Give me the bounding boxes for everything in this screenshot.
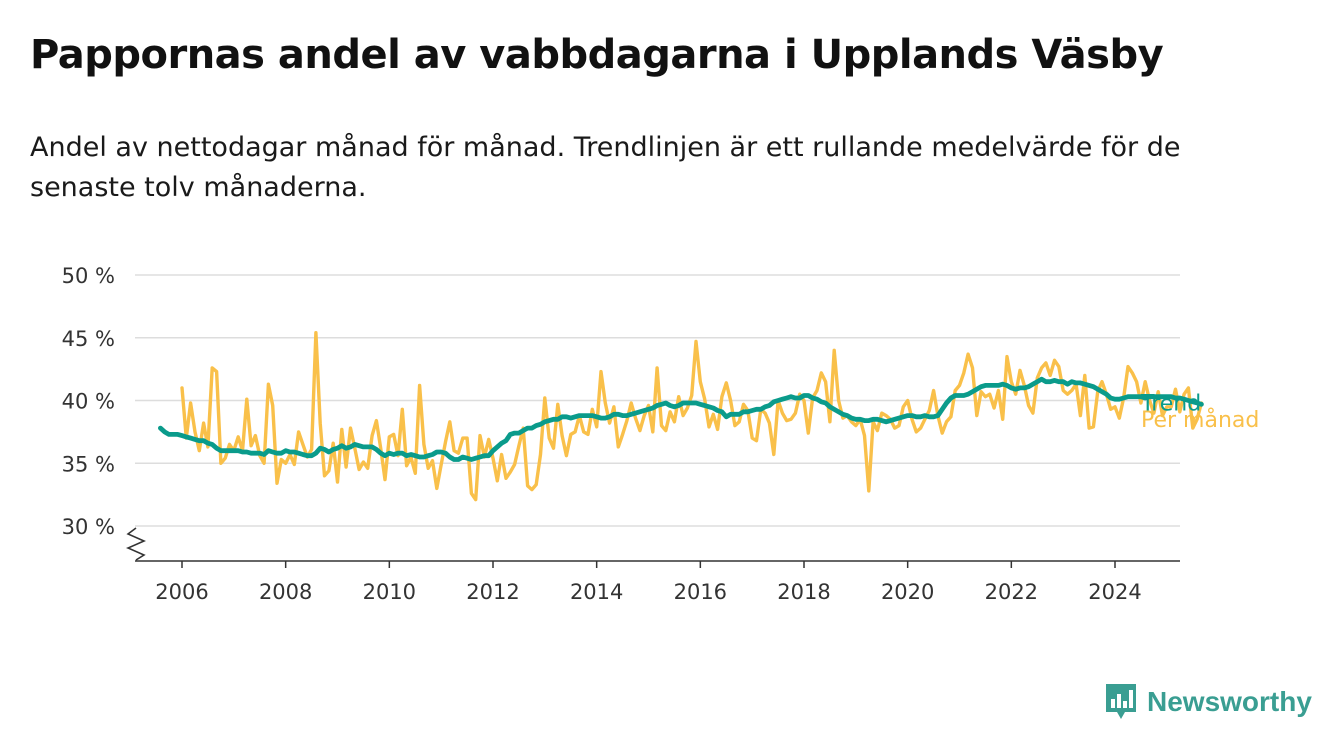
series-line-per-manad bbox=[180, 331, 1204, 502]
axis-break-icon bbox=[126, 527, 146, 561]
y-tick-label: 35 % bbox=[62, 452, 115, 476]
x-tick-label: 2024 bbox=[1088, 580, 1141, 604]
gridlines bbox=[135, 274, 1180, 527]
y-axis: 30 % 35 % 40 % 45 % 50 % bbox=[62, 264, 115, 539]
newsworthy-logo: Newsworthy bbox=[1103, 682, 1312, 722]
x-tick-label: 2010 bbox=[363, 580, 416, 604]
y-tick-label: 30 % bbox=[62, 515, 115, 539]
x-tick-label: 2012 bbox=[466, 580, 519, 604]
x-tick-label: 2014 bbox=[570, 580, 623, 604]
x-tick-label: 2018 bbox=[777, 580, 830, 604]
brand-name: Newsworthy bbox=[1147, 686, 1312, 717]
bar-chart-bubble-icon bbox=[1106, 684, 1136, 719]
series-label-trend: Trend bbox=[1140, 391, 1201, 416]
x-tick-label: 2016 bbox=[674, 580, 727, 604]
series-label-per-manad: Per månad bbox=[1141, 407, 1259, 433]
x-tick-label: 2020 bbox=[881, 580, 934, 604]
x-axis: 2006 2008 2010 2012 2014 2016 2018 2020 2022 2024 bbox=[126, 527, 1180, 604]
y-tick-label: 45 % bbox=[62, 327, 115, 351]
chart-title: Pappornas andel av vabbdagarna i Uppland… bbox=[30, 32, 1164, 78]
y-tick-label: 50 % bbox=[62, 264, 115, 288]
series bbox=[157, 331, 1204, 502]
x-tick-label: 2008 bbox=[259, 580, 312, 604]
y-tick-label: 40 % bbox=[62, 390, 115, 414]
x-tick-label: 2022 bbox=[985, 580, 1038, 604]
x-tick-label: 2006 bbox=[155, 580, 208, 604]
series-line-trend bbox=[157, 376, 1204, 462]
chart-subtitle: Andel av nettodagar månad för månad. Tre… bbox=[30, 132, 1181, 203]
